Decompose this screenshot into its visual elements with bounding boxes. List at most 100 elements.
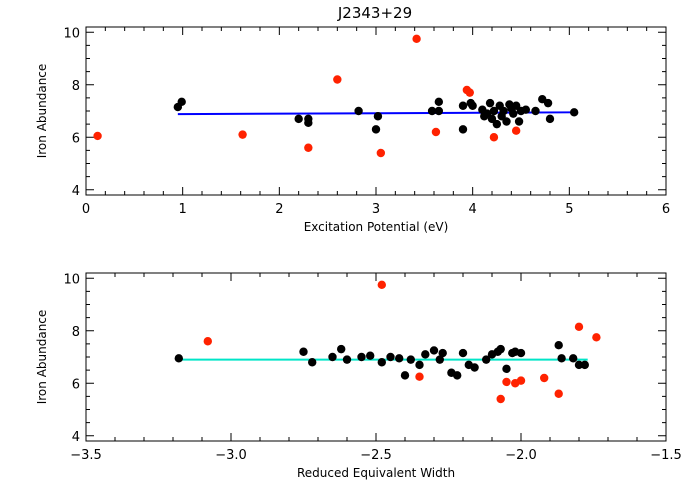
kept-point <box>545 114 555 124</box>
kept-point <box>429 346 439 355</box>
y-tick-label: 4 <box>72 430 80 445</box>
y-tick-label: 8 <box>72 325 80 340</box>
rejected-point <box>516 376 526 385</box>
rejected-point <box>540 373 549 383</box>
rejected-point <box>489 133 499 142</box>
y-axis-label: Iron Abundance <box>35 310 49 405</box>
x-axis-label: Reduced Equivalent Width <box>297 466 455 480</box>
kept-point <box>415 360 424 370</box>
kept-point <box>294 114 303 124</box>
kept-point <box>531 106 540 116</box>
kept-point <box>373 112 383 121</box>
kept-point <box>482 355 491 364</box>
x-tick-label: 1 <box>179 202 187 217</box>
kept-point <box>377 358 386 367</box>
kept-point <box>514 117 524 126</box>
kept-point <box>177 97 186 107</box>
x-tick-label: 3 <box>372 202 380 217</box>
rejected-point <box>304 143 313 152</box>
kept-point <box>354 106 363 116</box>
kept-point <box>406 355 415 364</box>
kept-point <box>557 354 566 363</box>
y-axis-label: Iron Abundance <box>35 64 49 159</box>
kept-point <box>453 371 462 380</box>
kept-point <box>543 98 553 108</box>
kept-point <box>509 109 518 118</box>
rejected-point <box>415 372 424 381</box>
rejected-point <box>502 377 511 387</box>
kept-point <box>434 106 444 116</box>
rejected-point <box>238 130 247 139</box>
kept-point <box>499 106 508 116</box>
y-tick-label: 10 <box>63 272 80 287</box>
plot-frame <box>85 26 667 196</box>
kept-point <box>427 106 437 116</box>
kept-point <box>308 358 317 367</box>
rejected-point <box>203 337 212 346</box>
kept-point <box>438 348 447 358</box>
kept-point <box>554 340 563 350</box>
kept-point <box>337 344 346 354</box>
y-tick-label: 4 <box>72 184 80 199</box>
kept-point <box>458 101 468 110</box>
kept-point <box>434 97 444 107</box>
x-tick-label: 2 <box>275 202 283 217</box>
kept-point <box>458 125 468 134</box>
x-tick-label: −2.5 <box>360 448 392 463</box>
kept-point <box>569 354 578 363</box>
chart-title: J2343+29 <box>337 4 412 22</box>
x-tick-label: −2.0 <box>505 448 537 463</box>
kept-point <box>366 351 375 360</box>
kept-point <box>468 101 477 110</box>
kept-point <box>485 98 495 108</box>
reduced-equivalent-width-panel: −3.5 −3.0 −2.5 −2.0 −1.5 4 6 8 10 Reduced Equival… <box>35 272 682 480</box>
kept-point <box>400 371 410 380</box>
y-tick-label: 6 <box>72 377 80 392</box>
kept-point <box>174 354 183 363</box>
kept-point <box>357 352 366 362</box>
rejected-point <box>511 126 521 135</box>
rejected-point <box>412 34 421 44</box>
x-tick-label: −3.5 <box>70 448 102 463</box>
kept-point <box>569 108 579 117</box>
x-tick-label: 6 <box>662 202 670 217</box>
kept-point <box>496 344 505 354</box>
kept-point <box>304 118 313 128</box>
rejected-point <box>465 88 474 97</box>
rejected-point <box>574 322 584 332</box>
x-axis-label: Excitation Potential (eV) <box>304 220 449 234</box>
excitation-potential-panel: 0 1 2 3 4 5 6 4 6 8 10 Excitation Potential (eV) Iro… <box>35 26 670 234</box>
y-tick-label: 8 <box>72 79 80 94</box>
kept-point <box>395 354 404 363</box>
x-tick-label: 5 <box>565 202 573 217</box>
y-tick-label: 10 <box>63 26 80 41</box>
x-tick-label: 4 <box>469 202 477 217</box>
rejected-point <box>496 394 505 404</box>
x-tick-label: −3.0 <box>215 448 247 463</box>
kept-point <box>458 348 468 358</box>
rejected-point <box>592 333 601 342</box>
kept-point <box>516 348 526 358</box>
kept-point <box>470 363 479 372</box>
rejected-point <box>431 127 441 137</box>
kept-point <box>502 117 511 126</box>
x-tick-label: 0 <box>82 202 90 217</box>
kept-point <box>299 347 308 356</box>
plot-frame <box>85 272 667 442</box>
rejected-point <box>376 148 386 158</box>
kept-point <box>421 350 430 359</box>
kept-point <box>435 355 444 364</box>
kept-point <box>521 105 531 114</box>
kept-point <box>502 364 511 374</box>
kept-point <box>489 106 499 116</box>
rejected-point <box>93 131 102 141</box>
rejected-point <box>554 389 563 398</box>
kept-point <box>342 355 352 364</box>
kept-point <box>580 360 589 370</box>
rejected-point <box>377 280 386 290</box>
kept-point <box>386 352 395 362</box>
kept-point <box>574 360 584 370</box>
rejected-point <box>333 75 342 84</box>
kept-point <box>371 125 381 134</box>
